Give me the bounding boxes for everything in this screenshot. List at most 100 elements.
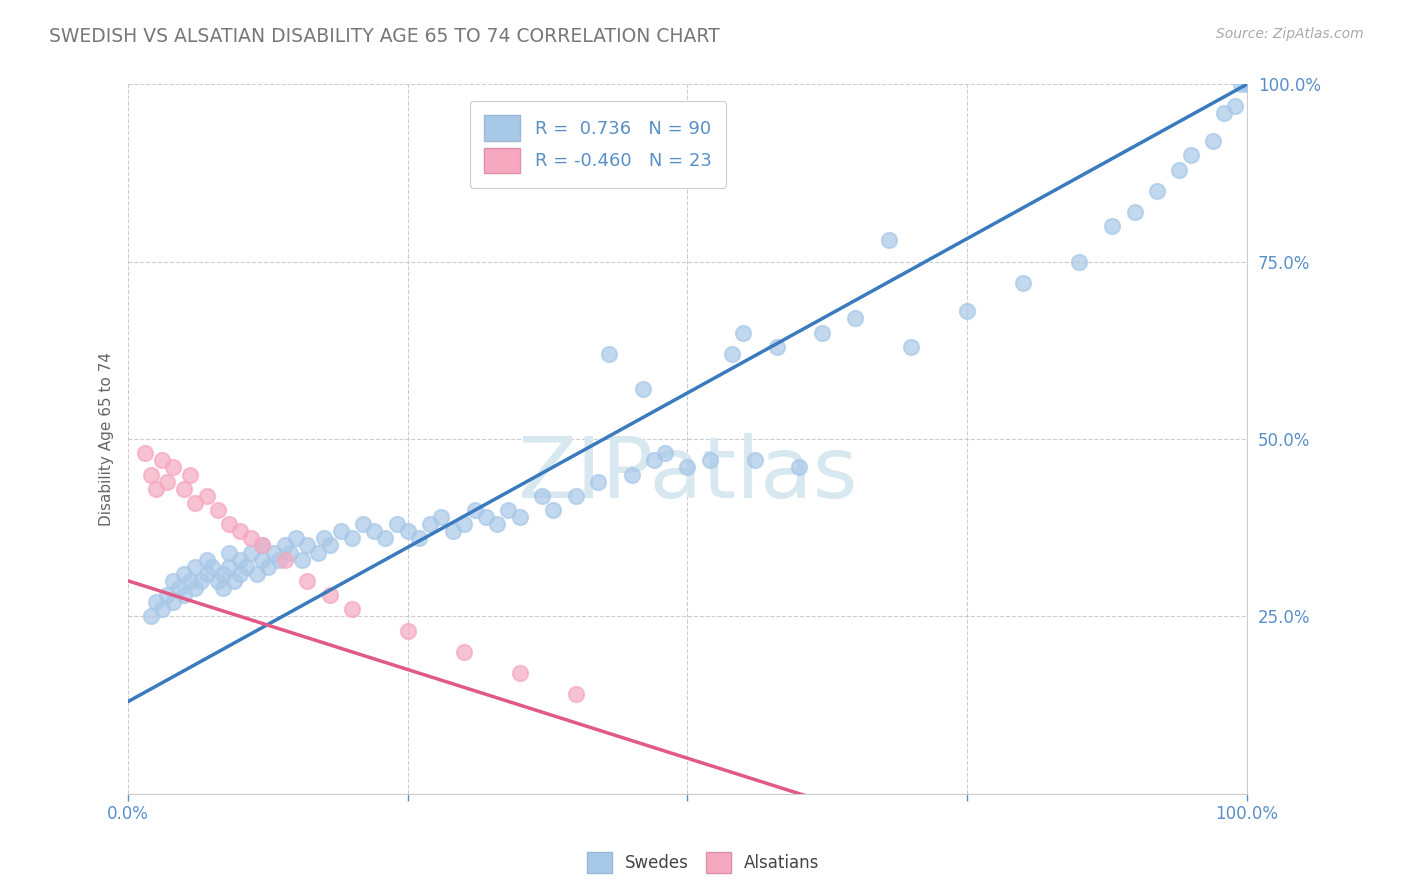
Point	[1213, 105, 1236, 120]
Point	[207, 503, 229, 517]
Point	[218, 545, 240, 559]
Point	[318, 588, 340, 602]
Point	[162, 460, 184, 475]
Point	[229, 524, 252, 539]
Point	[263, 545, 285, 559]
Point	[274, 552, 297, 566]
Point	[464, 503, 486, 517]
Point	[257, 559, 280, 574]
Point	[419, 517, 441, 532]
Point	[787, 460, 810, 475]
Point	[150, 453, 173, 467]
Point	[509, 510, 531, 524]
Point	[252, 538, 274, 552]
Point	[408, 532, 430, 546]
Point	[246, 566, 269, 581]
Point	[1123, 205, 1146, 219]
Point	[396, 624, 419, 638]
Point	[179, 467, 201, 482]
Point	[430, 510, 453, 524]
Point	[374, 532, 396, 546]
Point	[475, 510, 498, 524]
Point	[156, 475, 179, 489]
Point	[269, 552, 291, 566]
Point	[766, 340, 789, 354]
Point	[1230, 78, 1253, 92]
Point	[453, 517, 475, 532]
Point	[195, 552, 218, 566]
Point	[396, 524, 419, 539]
Point	[721, 347, 744, 361]
Point	[453, 645, 475, 659]
Point	[352, 517, 374, 532]
Point	[531, 489, 554, 503]
Point	[173, 588, 195, 602]
Legend: R =  0.736   N = 90, R = -0.460   N = 23: R = 0.736 N = 90, R = -0.460 N = 23	[470, 101, 725, 188]
Point	[1067, 254, 1090, 268]
Point	[1146, 184, 1168, 198]
Point	[1101, 219, 1123, 234]
Point	[340, 602, 363, 616]
Point	[156, 588, 179, 602]
Point	[1202, 134, 1225, 148]
Point	[329, 524, 352, 539]
Point	[145, 595, 167, 609]
Point	[280, 545, 302, 559]
Point	[150, 602, 173, 616]
Point	[235, 559, 257, 574]
Point	[810, 326, 832, 340]
Point	[173, 566, 195, 581]
Point	[307, 545, 329, 559]
Point	[190, 574, 212, 588]
Point	[162, 574, 184, 588]
Point	[385, 517, 408, 532]
Point	[363, 524, 385, 539]
Point	[252, 552, 274, 566]
Point	[224, 574, 246, 588]
Point	[184, 581, 207, 595]
Point	[1225, 99, 1247, 113]
Point	[162, 595, 184, 609]
Point	[564, 687, 586, 701]
Point	[240, 545, 263, 559]
Point	[676, 460, 699, 475]
Point	[643, 453, 665, 467]
Point	[145, 482, 167, 496]
Text: SWEDISH VS ALSATIAN DISABILITY AGE 65 TO 74 CORRELATION CHART: SWEDISH VS ALSATIAN DISABILITY AGE 65 TO…	[49, 27, 720, 45]
Point	[900, 340, 922, 354]
Point	[631, 383, 654, 397]
Point	[201, 559, 224, 574]
Point	[291, 552, 314, 566]
Point	[240, 532, 263, 546]
Point	[134, 446, 156, 460]
Point	[207, 574, 229, 588]
Point	[956, 304, 979, 318]
Point	[598, 347, 620, 361]
Point	[212, 566, 235, 581]
Point	[218, 559, 240, 574]
Text: ZIPatlas: ZIPatlas	[517, 433, 858, 516]
Point	[179, 574, 201, 588]
Point	[285, 532, 308, 546]
Point	[441, 524, 464, 539]
Point	[318, 538, 340, 552]
Point	[195, 566, 218, 581]
Point	[340, 532, 363, 546]
Point	[1168, 162, 1191, 177]
Legend: Swedes, Alsatians: Swedes, Alsatians	[581, 846, 825, 880]
Point	[184, 559, 207, 574]
Point	[498, 503, 520, 517]
Point	[139, 609, 162, 624]
Point	[586, 475, 609, 489]
Point	[564, 489, 586, 503]
Point	[620, 467, 643, 482]
Point	[1236, 78, 1258, 92]
Text: Source: ZipAtlas.com: Source: ZipAtlas.com	[1216, 27, 1364, 41]
Point	[229, 552, 252, 566]
Point	[212, 581, 235, 595]
Point	[195, 489, 218, 503]
Point	[252, 538, 274, 552]
Point	[844, 311, 866, 326]
Point	[654, 446, 676, 460]
Point	[486, 517, 509, 532]
